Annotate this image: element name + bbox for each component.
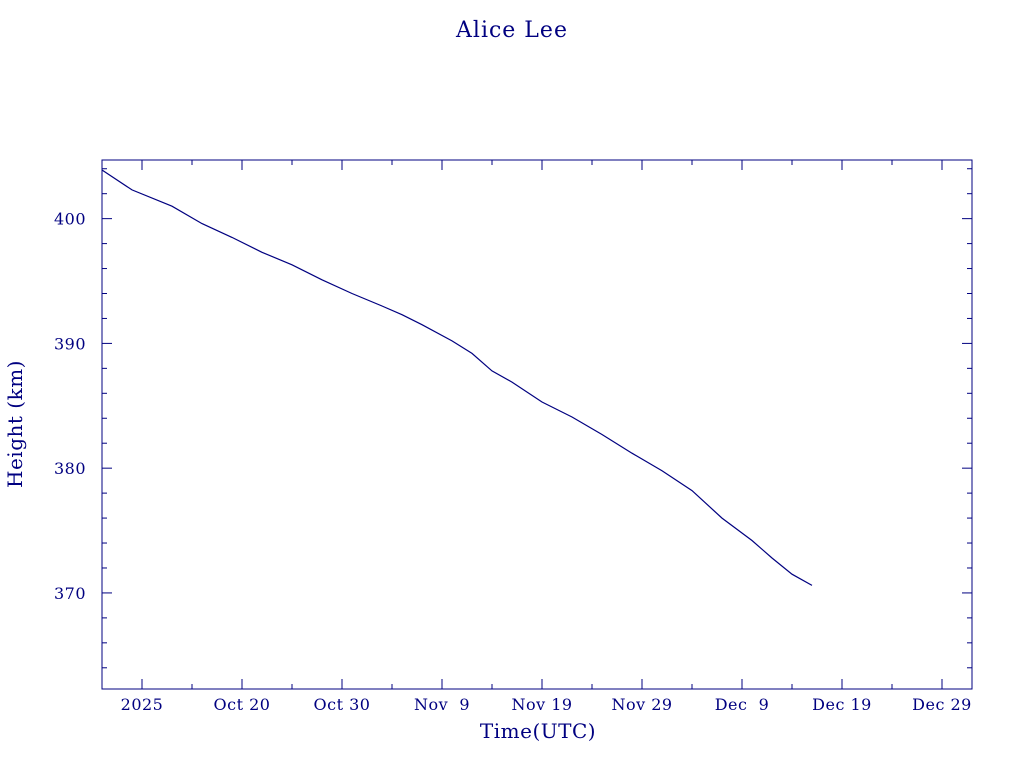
y-tick-label: 390 bbox=[54, 334, 86, 353]
x-tick-label: Oct 30 bbox=[314, 695, 371, 714]
x-tick-label: Dec 19 bbox=[812, 695, 872, 714]
y-tick-labels: 370 380 390 400 bbox=[54, 210, 86, 603]
y-tick-label: 400 bbox=[54, 210, 86, 229]
x-tick-label: Nov 19 bbox=[511, 695, 572, 714]
y-axis-label: Height (km) bbox=[3, 360, 27, 488]
x-tick-label: Dec 9 bbox=[715, 695, 770, 714]
x-tick-label: Dec 29 bbox=[912, 695, 972, 714]
x-tick-label: Nov 9 bbox=[414, 695, 470, 714]
y-tick-label: 380 bbox=[54, 459, 86, 478]
x-tick-labels: 2025 Oct 20 Oct 30 Nov 9 Nov 19 Nov 29 Dec 9 De… bbox=[121, 695, 972, 714]
height-series-line bbox=[101, 169, 813, 586]
axis-ticks bbox=[102, 160, 972, 689]
plot-frame bbox=[101, 159, 973, 690]
x-tick-label: 2025 bbox=[121, 695, 164, 714]
x-axis-label: Time(UTC) bbox=[480, 719, 596, 743]
x-tick-label: Oct 20 bbox=[214, 695, 271, 714]
y-tick-label: 370 bbox=[54, 584, 86, 603]
x-tick-label: Nov 29 bbox=[611, 695, 672, 714]
chart-title: Alice Lee bbox=[455, 18, 568, 43]
